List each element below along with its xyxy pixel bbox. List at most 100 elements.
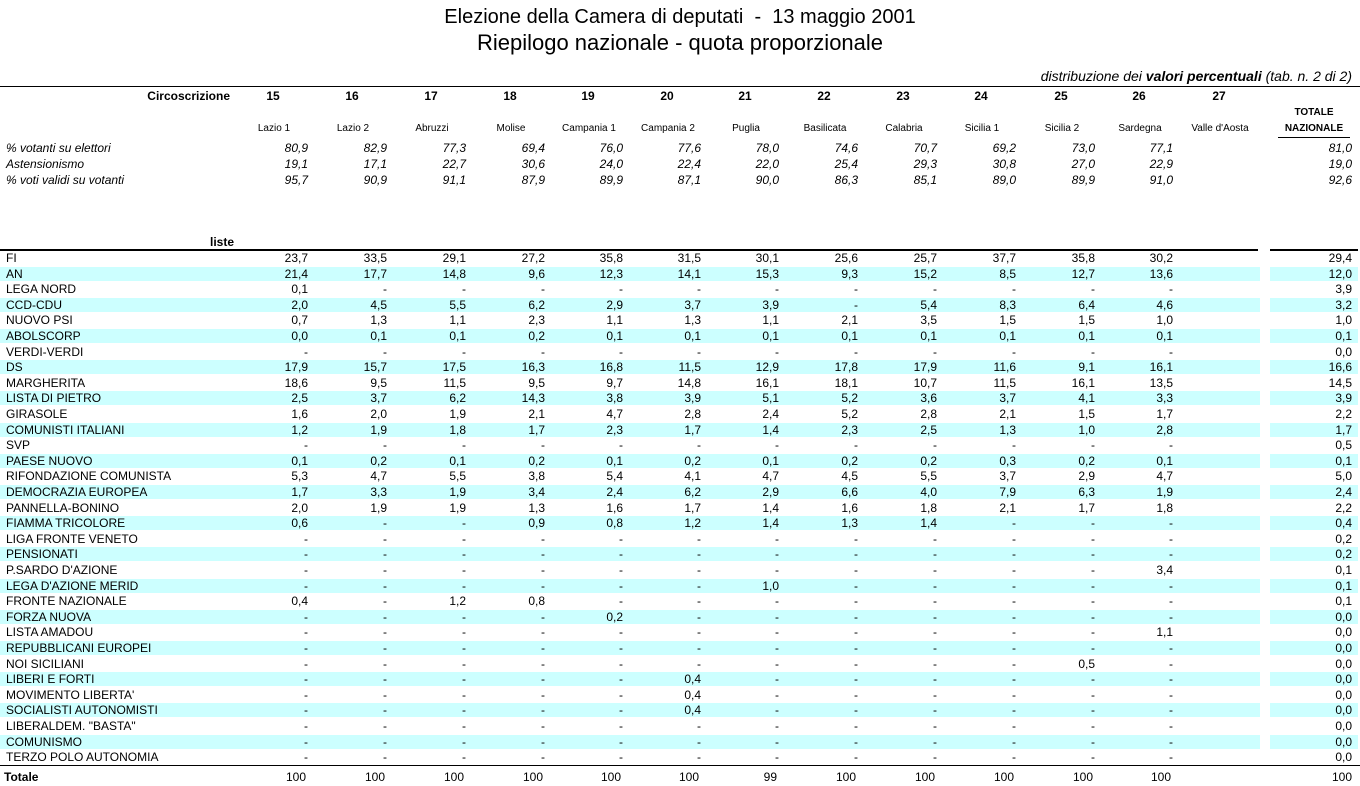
row-stripe — [0, 609, 1260, 624]
list-value: 3,4 — [1156, 563, 1173, 577]
list-value: - — [541, 641, 545, 655]
list-value: 12,7 — [1071, 266, 1095, 281]
list-value: - — [304, 719, 308, 733]
list-name: LIGA FRONTE VENETO — [6, 531, 138, 546]
list-value: 1,9 — [449, 485, 466, 499]
list-value: - — [541, 687, 545, 702]
list-value: - — [1169, 734, 1173, 749]
list-total: 0,0 — [1335, 641, 1352, 655]
list-value: 30,2 — [1149, 251, 1173, 265]
list-value: - — [775, 719, 779, 733]
row-stripe — [1270, 609, 1358, 624]
list-value: - — [304, 750, 308, 765]
list-value: - — [462, 656, 466, 671]
stat-value: 87,9 — [521, 173, 545, 187]
stat-value: 22,7 — [442, 157, 466, 171]
list-value: 37,7 — [992, 251, 1016, 265]
list-value: - — [462, 625, 466, 640]
list-value: 1,7 — [684, 422, 701, 437]
list-value: 1,1 — [1156, 625, 1173, 640]
list-name: FIAMMA TRICOLORE — [6, 516, 126, 531]
list-name: NUOVO PSI — [6, 313, 73, 328]
list-value: 18,1 — [834, 375, 858, 390]
list-value: 14,8 — [677, 375, 701, 390]
row-stripe — [1270, 391, 1358, 406]
list-total: 0,2 — [1335, 531, 1352, 546]
list-value: 1,9 — [370, 422, 387, 437]
list-value: - — [304, 672, 308, 687]
list-value: 6,2 — [449, 391, 466, 406]
list-value: - — [462, 609, 466, 624]
list-value: - — [697, 656, 701, 671]
list-value: - — [854, 687, 858, 702]
list-value: - — [933, 547, 937, 562]
list-total: 3,9 — [1335, 391, 1352, 406]
stat-value: 22,0 — [755, 157, 779, 171]
list-value: - — [775, 547, 779, 562]
row-stripe — [0, 672, 1260, 687]
list-value: - — [1169, 641, 1173, 655]
list-value: - — [854, 703, 858, 718]
list-value: - — [1169, 687, 1173, 702]
stat-value: 25,4 — [834, 157, 858, 171]
list-value: 11,6 — [993, 360, 1016, 375]
list-value: - — [933, 687, 937, 702]
list-value: - — [619, 547, 623, 562]
list-value: - — [1091, 516, 1095, 531]
list-name: LISTA DI PIETRO — [6, 391, 102, 406]
list-name: TERZO POLO AUTONOMIA — [6, 750, 159, 765]
list-value: 1,1 — [606, 313, 623, 328]
list-value: - — [1169, 703, 1173, 718]
list-value: 3,7 — [999, 391, 1016, 406]
row-stripe — [0, 547, 1260, 562]
stat-value: 76,0 — [599, 141, 623, 155]
row-stripe — [1270, 703, 1358, 718]
list-value: - — [1012, 719, 1016, 733]
list-value: - — [1091, 594, 1095, 609]
stat-label: % votanti su elettori — [6, 141, 111, 155]
list-total: 2,2 — [1335, 407, 1352, 421]
list-value: 9,3 — [841, 266, 858, 281]
list-value: 2,8 — [920, 407, 937, 421]
list-value: - — [462, 547, 466, 562]
rule — [1270, 249, 1358, 251]
list-value: - — [1091, 672, 1095, 687]
column-number: 25 — [1054, 89, 1068, 103]
list-value: - — [383, 609, 387, 624]
list-value: - — [1169, 282, 1173, 297]
list-value: 0,2 — [1078, 453, 1095, 468]
list-value: - — [854, 594, 858, 609]
list-value: - — [775, 563, 779, 577]
list-value: - — [619, 719, 623, 733]
column-name: Sicilia 2 — [1044, 123, 1080, 134]
list-value: 13,5 — [1149, 375, 1173, 390]
list-name: PAESE NUOVO — [6, 453, 93, 468]
row-stripe — [1270, 453, 1358, 468]
list-value: - — [854, 609, 858, 624]
list-value: 6,6 — [841, 485, 858, 499]
list-value: 23,7 — [284, 251, 308, 265]
list-value: 3,7 — [370, 391, 387, 406]
list-value: - — [854, 719, 858, 733]
list-value: - — [619, 438, 623, 453]
stat-value: 29,3 — [913, 157, 937, 171]
stat-value: 85,1 — [913, 173, 937, 187]
rule — [1278, 137, 1350, 138]
list-name: MARGHERITA — [6, 375, 86, 390]
list-value: 2,4 — [762, 407, 779, 421]
totals-total: 100 — [1331, 770, 1352, 784]
stat-value: 91,1 — [442, 173, 466, 187]
list-value: - — [1169, 344, 1173, 359]
stat-value: 73,0 — [1071, 141, 1095, 155]
totals-label: Totale — [4, 770, 39, 784]
list-value: - — [697, 734, 701, 749]
column-number: 27 — [1212, 89, 1226, 103]
list-value: 0,4 — [291, 594, 308, 609]
list-value: - — [933, 563, 937, 577]
row-stripe — [0, 422, 1260, 437]
list-value: 25,7 — [913, 251, 937, 265]
list-name: LIBERI E FORTI — [6, 672, 95, 687]
list-value: - — [383, 547, 387, 562]
list-value: - — [933, 656, 937, 671]
